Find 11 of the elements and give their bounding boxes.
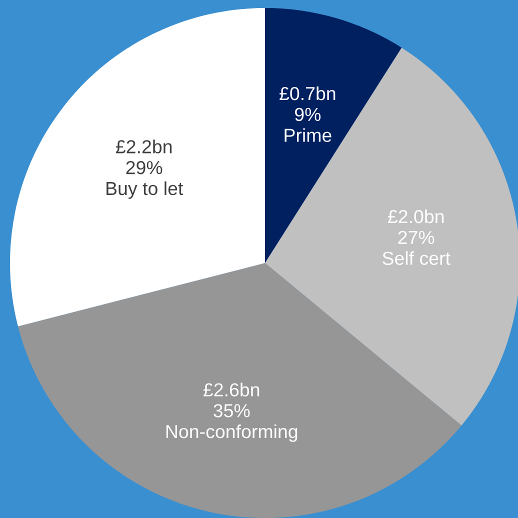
pie-slice — [18, 263, 462, 518]
data-label: £2.2bn 29% — [116, 140, 172, 174]
data-label: £2.6bn 35% — [203, 382, 260, 418]
data-label: £0.7bn 9% — [280, 86, 336, 122]
pie-slice — [10, 8, 265, 326]
slice-label: Self cert — [382, 251, 450, 265]
slice-label: Non-conforming — [166, 424, 298, 442]
pie-slice — [265, 48, 518, 426]
data-label: £2.0bn 27% — [388, 209, 444, 244]
slice-label: Prime — [284, 128, 332, 142]
slice-label: Buy to let — [106, 181, 184, 199]
